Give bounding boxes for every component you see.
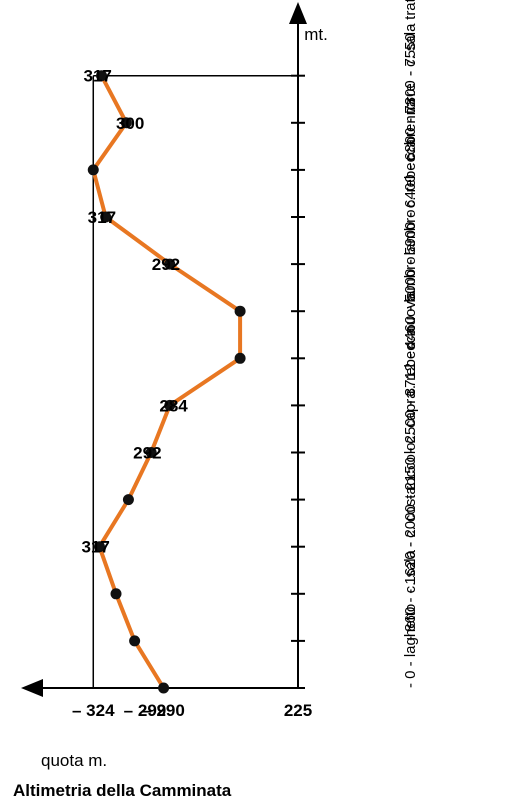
waypoint-label: - 7300 - c. sala <box>402 23 419 123</box>
point-value-label: 284 <box>159 396 188 415</box>
point-value-label: 317 <box>88 208 116 227</box>
profile-point <box>164 399 176 411</box>
waypoint-label: - 6800 - torre <box>402 83 419 170</box>
point-value-label: 317 <box>84 67 112 86</box>
waypoint-label: - 5000 - lambro <box>402 209 419 311</box>
altitude-tick-label: – 290 <box>142 701 185 720</box>
profile-point <box>93 541 105 553</box>
waypoint-labels: - 0 - laghetto- 860 - c. sala- 1620 - c.… <box>402 0 419 688</box>
profile-point <box>145 447 157 458</box>
point-value-label: 300 <box>116 114 144 133</box>
profile-series <box>91 73 243 690</box>
altitude-tick-label: – 299 <box>124 701 167 720</box>
profile-point <box>158 682 170 694</box>
waypoint-label: - 3712 - c. nuova <box>402 292 419 405</box>
reference-lines <box>92 74 298 688</box>
altitude-tick-labels: – 324 – 299– 290 225 <box>72 701 312 720</box>
altitude-tick-label: 225 <box>284 701 312 720</box>
waypoint-label: - 2150 - c. capra <box>402 390 419 500</box>
profile-point <box>234 305 246 317</box>
profile-point <box>96 70 108 82</box>
profile-point <box>110 588 122 600</box>
waypoint-label: - 0 - laghetto <box>402 604 419 688</box>
waypoint-label: - 4460 - lambro <box>402 257 419 359</box>
chart-title: Altimetria della Camminata <box>13 781 232 798</box>
waypoint-label: - 2500 - c. rebecca <box>402 327 419 453</box>
profile-point <box>129 635 141 647</box>
profile-point <box>120 117 132 129</box>
distance-ticks <box>291 74 305 689</box>
profile-point <box>100 211 112 223</box>
profile-point <box>122 494 134 506</box>
waypoint-label: - 5900 - c. rebecca <box>402 138 419 264</box>
y-axis-arrowhead <box>21 679 43 697</box>
waypoint-label: - 860 - c. sala <box>402 549 419 641</box>
profile-point <box>234 352 246 364</box>
y-axis-title: quota m. <box>41 751 107 770</box>
point-value-labels: 317 292 284 292 317 300 317 <box>81 67 188 557</box>
axes-group <box>21 2 307 697</box>
point-value-label: 292 <box>133 444 161 463</box>
waypoint-label: - 6400 - c. brenna <box>402 98 419 217</box>
altitude-profile-line <box>91 73 243 690</box>
waypoint-label: - 2000 - roccolo <box>402 442 419 546</box>
profile-point <box>87 164 99 176</box>
waypoint-label: - 1620 - c. costa <box>402 486 419 594</box>
x-axis-title: mt. <box>304 25 328 44</box>
rotated-chart-group: – 324 – 299– 290 225 - 0 - laghetto- 860 -… <box>13 0 419 798</box>
altitude-tick-label: – 324 <box>72 701 115 720</box>
waypoint-label: - 7550 - tratt. torre <box>402 0 419 76</box>
profile-point <box>164 258 176 270</box>
point-value-label: 292 <box>152 255 180 274</box>
x-axis-arrowhead <box>289 2 307 24</box>
point-value-label: 317 <box>81 538 109 557</box>
profile-points <box>87 70 246 694</box>
